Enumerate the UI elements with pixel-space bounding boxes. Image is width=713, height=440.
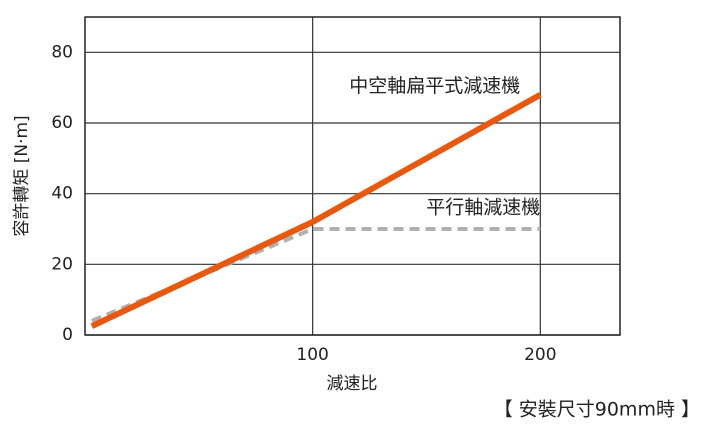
y-tick-label: 80: [51, 42, 73, 62]
series-line: [90, 92, 542, 329]
series-label: 平行軸減速機: [426, 197, 540, 219]
x-tick-label: 100: [296, 345, 328, 365]
series-line: [91, 227, 541, 323]
y-tick-label: 20: [51, 254, 73, 274]
x-axis-label: 減速比: [327, 374, 378, 394]
y-tick-label: 0: [62, 325, 73, 345]
y-tick-label: 60: [51, 113, 73, 133]
series-label: 中空軸扁平式減速機: [349, 75, 520, 97]
y-axis-label: 容許轉矩 [N·m]: [12, 115, 32, 236]
x-tick-label: 200: [524, 345, 556, 365]
y-tick-label: 40: [51, 184, 73, 204]
plot-border: [84, 16, 621, 336]
note: 【 安裝尺寸90mm時 】: [494, 399, 700, 421]
